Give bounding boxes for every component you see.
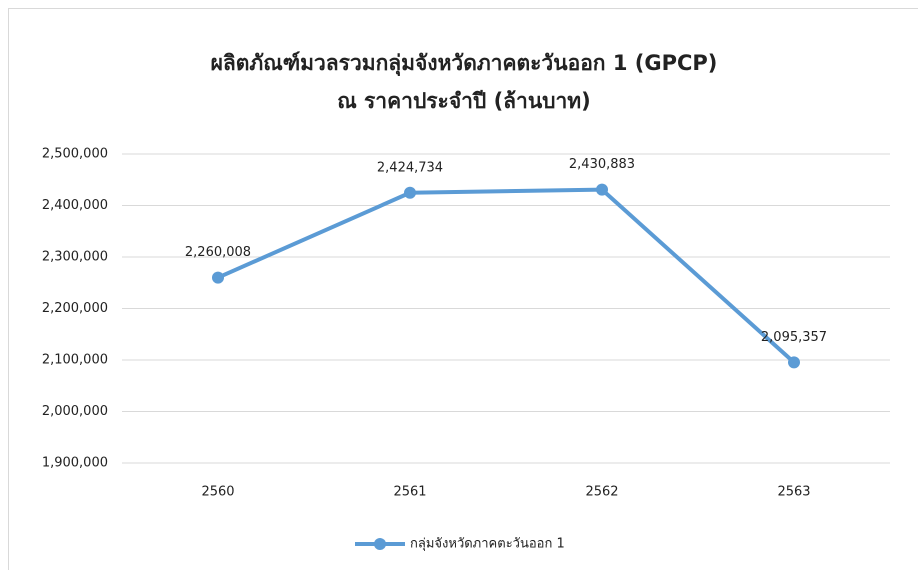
data-label: 2,095,357 — [761, 330, 827, 345]
y-tick-label: 2,500,000 — [42, 147, 108, 162]
y-tick-label: 2,000,000 — [42, 404, 108, 419]
y-tick-label: 2,100,000 — [42, 353, 108, 368]
y-tick-label: 2,400,000 — [42, 198, 108, 213]
data-point — [212, 271, 224, 284]
chart-border — [8, 8, 918, 570]
data-point — [404, 186, 416, 199]
data-label: 2,424,734 — [377, 160, 443, 175]
x-tick-label: 2560 — [201, 485, 234, 500]
y-tick-label: 1,900,000 — [42, 456, 108, 471]
data-label: 2,260,008 — [185, 245, 251, 260]
y-tick-label: 2,300,000 — [42, 250, 108, 265]
legend-label: กลุ่มจังหวัดภาคตะวันออก 1 — [410, 537, 565, 552]
legend-marker — [374, 538, 386, 550]
y-tick-label: 2,200,000 — [42, 301, 108, 316]
data-label: 2,430,883 — [569, 157, 635, 172]
series-line — [217, 187, 796, 364]
x-tick-label: 2562 — [585, 485, 618, 500]
x-tick-label: 2561 — [393, 485, 426, 500]
x-tick-label: 2563 — [777, 485, 810, 500]
chart-subtitle: ณ ราคาประจำปี (ล้านบาท) — [337, 89, 591, 113]
chart-title: ผลิตภัณฑ์มวลรวมกลุ่มจังหวัดภาคตะวันออก 1… — [211, 51, 718, 77]
data-point — [596, 183, 608, 196]
data-point — [788, 356, 800, 369]
